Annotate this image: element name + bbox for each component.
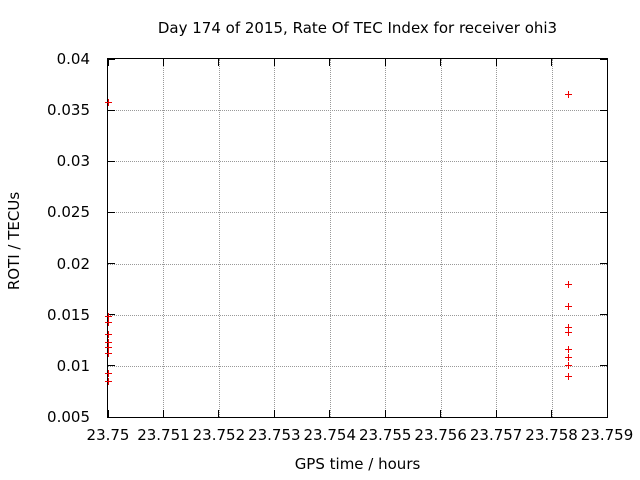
y-tick-label: 0.035: [47, 101, 90, 120]
y-axis-tick-right: [600, 58, 607, 60]
y-axis-tick-left: [108, 109, 115, 111]
h-gridline: [108, 110, 607, 112]
y-axis-tick-left: [108, 211, 115, 213]
x-tick-label: 23.755: [358, 426, 412, 444]
x-tick-label: 23.757: [469, 426, 523, 444]
y-tick-label: 0.04: [56, 50, 90, 68]
data-point-marker: [565, 346, 572, 353]
y-axis-tick-right: [600, 109, 607, 111]
y-tick-label: 0.03: [56, 152, 90, 171]
x-axis-tick-top: [107, 59, 109, 66]
x-axis-tick-top: [218, 59, 220, 66]
h-gridline: [108, 365, 607, 367]
y-tick-label: 0.015: [47, 305, 90, 324]
x-axis-tick-bottom: [440, 410, 442, 417]
x-axis-tick-top: [606, 59, 608, 66]
data-point-marker: [105, 350, 112, 357]
y-axis-tick-right: [600, 211, 607, 213]
chart-title: Day 174 of 2015, Rate Of TEC Index for r…: [157, 19, 558, 37]
data-point-marker: [105, 344, 112, 351]
y-tick-label: 0.025: [47, 203, 90, 222]
x-tick-label: 23.75: [86, 426, 130, 444]
x-axis-tick-top: [495, 59, 497, 66]
y-axis-tick-left: [108, 314, 115, 316]
x-axis-tick-top: [551, 59, 553, 66]
x-tick-label: 23.752: [192, 426, 246, 444]
x-tick-label: 23.753: [248, 426, 301, 444]
data-point-marker: [105, 99, 112, 106]
v-gridline: [551, 59, 553, 417]
data-point-marker: [105, 370, 112, 377]
y-tick-label: 0.01: [56, 356, 90, 375]
y-axis-tick-left: [108, 160, 115, 162]
h-gridline: [108, 314, 607, 316]
y-axis-tick-right: [600, 160, 607, 162]
h-gridline: [108, 212, 607, 214]
y-axis-tick-right: [600, 365, 607, 367]
y-axis-label: ROTI / TECUs: [5, 191, 23, 291]
v-gridline: [274, 59, 276, 417]
y-axis-tick-left: [108, 263, 115, 265]
y-axis-tick-right: [600, 314, 607, 316]
y-axis-tick-left: [108, 365, 115, 367]
x-axis-tick-bottom: [495, 410, 497, 417]
x-axis-tick-top: [384, 59, 386, 66]
x-axis-tick-bottom: [384, 410, 386, 417]
x-tick-label: 23.756: [414, 426, 467, 444]
data-point-marker: [105, 378, 112, 385]
y-axis-tick-left: [108, 416, 115, 418]
data-point-marker: [565, 91, 572, 98]
x-axis-tick-bottom: [273, 410, 275, 417]
data-point-marker: [105, 319, 112, 326]
v-gridline: [440, 59, 442, 417]
y-axis-tick-left: [108, 58, 115, 60]
v-gridline: [385, 59, 387, 417]
data-point-marker: [565, 324, 572, 331]
x-axis-tick-bottom: [551, 410, 553, 417]
y-tick-label: 0.02: [56, 254, 90, 273]
data-point-marker: [565, 329, 572, 336]
x-axis-tick-top: [329, 59, 331, 66]
data-point-marker: [105, 313, 112, 320]
x-tick-label: 23.751: [137, 426, 190, 444]
h-gridline: [108, 263, 607, 265]
h-gridline: [108, 161, 607, 163]
data-point-marker: [565, 281, 572, 288]
data-point-marker: [565, 354, 572, 361]
x-axis-label: GPS time / hours: [294, 455, 421, 473]
x-tick-label: 23.754: [303, 426, 357, 444]
data-point-marker: [565, 373, 572, 380]
data-point-marker: [565, 362, 572, 369]
data-point-marker: [565, 303, 572, 310]
y-tick-label: 0.005: [47, 408, 90, 426]
x-axis-tick-top: [440, 59, 442, 66]
x-axis-tick-bottom: [107, 410, 109, 417]
x-tick-label: 23.758: [525, 426, 578, 444]
x-axis-tick-bottom: [606, 410, 608, 417]
v-gridline: [329, 59, 331, 417]
x-axis-tick-bottom: [218, 410, 220, 417]
data-point-marker: [105, 331, 112, 338]
v-gridline: [218, 59, 220, 417]
v-gridline: [163, 59, 165, 417]
x-tick-label: 23.759: [580, 426, 634, 444]
y-axis-tick-right: [600, 416, 607, 418]
plot-area: [105, 58, 608, 418]
x-axis-tick-bottom: [162, 410, 164, 417]
data-point-marker: [105, 339, 112, 346]
y-axis-tick-right: [600, 263, 607, 265]
v-gridline: [496, 59, 498, 417]
x-axis-tick-bottom: [329, 410, 331, 417]
x-axis-tick-top: [162, 59, 164, 66]
x-axis-tick-top: [273, 59, 275, 66]
